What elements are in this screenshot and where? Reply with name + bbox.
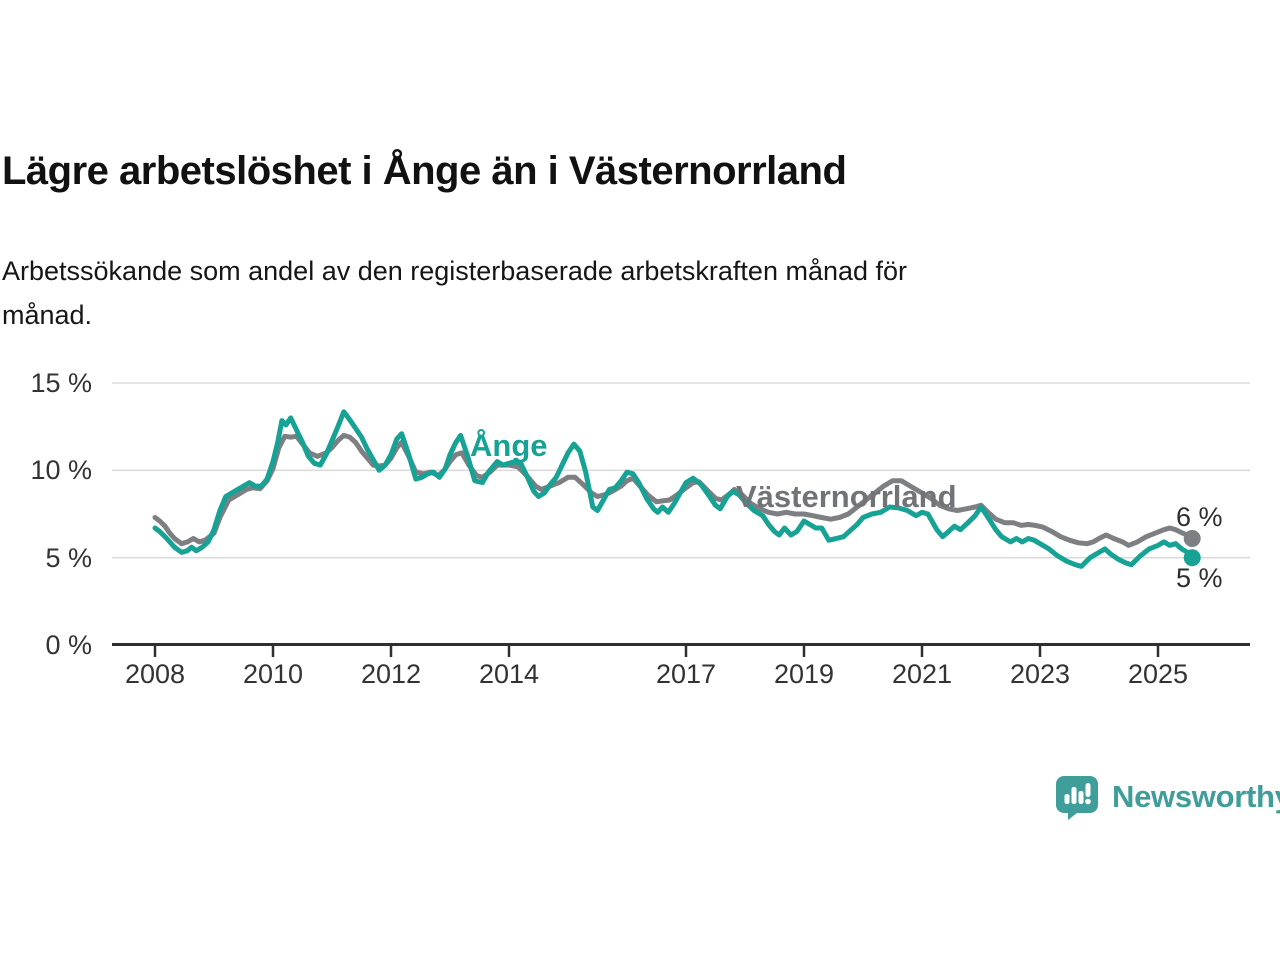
y-axis-tick-label: 15 % (30, 367, 92, 398)
end-value-label-vasternorrland: 6 % (1176, 502, 1223, 532)
bar-chart-speech-bubble-icon (1056, 776, 1098, 820)
end-dot-vasternorrland (1183, 530, 1201, 547)
x-axis-tick-label: 2014 (478, 659, 540, 689)
y-axis-tick-label: 10 % (30, 455, 92, 486)
x-axis-tick-label: 2019 (773, 659, 835, 689)
chart-subtitle: Arbetssökande som andel av den registerb… (2, 256, 908, 330)
y-axis-tick-label: 0 % (45, 630, 92, 660)
chart-title: Lägre arbetslöshet i Ånge än i Västernor… (2, 149, 847, 193)
y-axis-tick-label: 5 % (45, 542, 92, 573)
x-axis-tick-label: 2023 (1009, 659, 1071, 689)
x-axis-tick-label: 2012 (360, 659, 422, 689)
newsworthy-logo: Newsworthy (1054, 774, 1280, 820)
x-axis-tick-label: 2008 (124, 659, 186, 689)
series-line-vasternorrland (152, 432, 1195, 548)
x-axis-tick-label: 2025 (1127, 659, 1189, 689)
series-label-ange: Ånge (470, 428, 548, 463)
series-line-ange (152, 409, 1195, 569)
x-axis-tick-label: 2021 (891, 659, 953, 689)
end-dot-ange (1183, 549, 1201, 567)
series-label-vasternorrland: Västernorrland (736, 479, 957, 514)
newsworthy-logo-text: Newsworthy (1112, 779, 1280, 814)
end-value-label-ange: 5 % (1176, 563, 1223, 593)
x-axis-tick-label: 2017 (655, 659, 717, 689)
x-axis-tick-label: 2010 (242, 659, 304, 689)
